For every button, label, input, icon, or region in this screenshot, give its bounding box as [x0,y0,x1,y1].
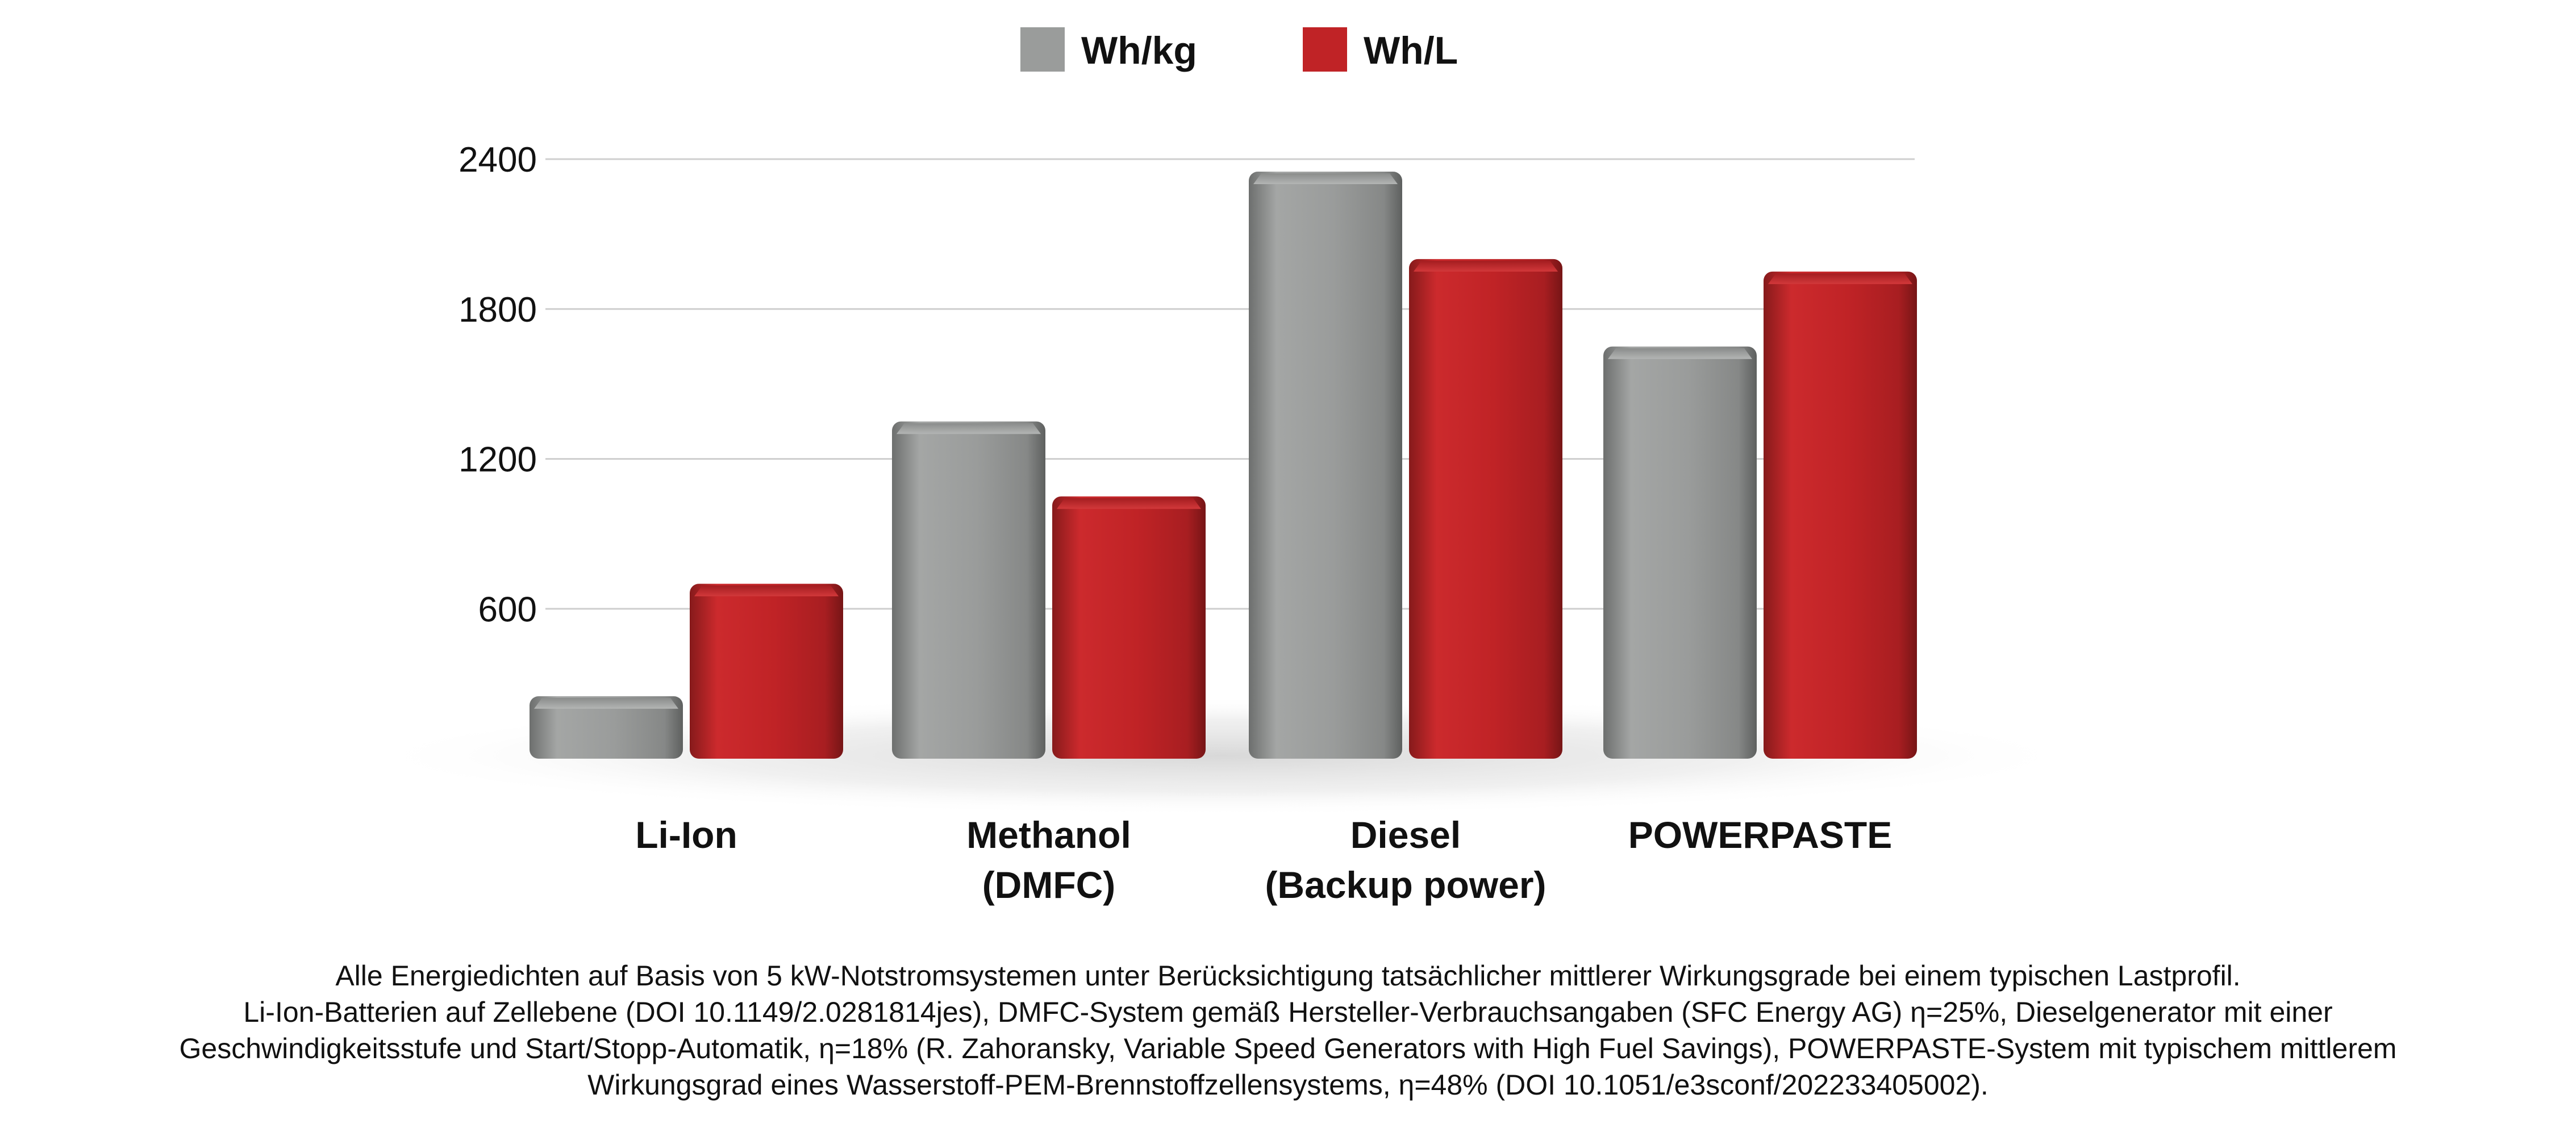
bar-top [534,698,678,709]
bar-body [892,421,1045,759]
y-tick-label: 1800 [458,290,537,330]
x-tick-label: Diesel (Backup power) [1265,814,1546,906]
legend-swatch-wh-l [1303,27,1347,72]
bar-body [690,584,843,759]
footnote-line: Alle Energiedichten auf Basis von 5 kW-N… [335,960,2241,992]
bar-wh-l [1764,271,1917,759]
footnote: Alle Energiedichten auf Basis von 5 kW-N… [0,958,2576,1103]
x-tick-label: Li-Ion [635,814,737,856]
bar-wh-l [690,584,843,759]
bar-body [1409,259,1562,759]
footnote-line: Geschwindigkeitsstufe und Start/Stopp-Au… [179,1033,2397,1064]
bar-top [1414,260,1558,272]
bars [530,171,1917,759]
y-tick-label: 1200 [458,440,537,480]
footnote-line: Wirkungsgrad eines Wasserstoff-PEM-Brenn… [587,1069,1989,1101]
bar-body [1249,171,1402,759]
x-axis-tick-labels: Li-Ion Methanol (DMFC) Diesel (Backup power)… [635,814,1892,906]
bar-wh-kg [1603,346,1757,759]
bar-wh-l [1052,496,1206,759]
legend-label-wh-kg: Wh/kg [1081,29,1197,72]
bar-wh-l [1409,259,1562,759]
footnote-line: Li-Ion-Batterien auf Zellebene (DOI 10.1… [243,996,2333,1028]
bar-top [1253,173,1398,184]
legend-item-wh-kg[interactable]: Wh/kg [1020,27,1197,72]
bar-top [1057,498,1201,509]
bar-body [1052,496,1206,759]
bar-wh-kg [892,421,1045,759]
y-axis-tick-labels: 600 1200 1800 2400 [458,140,537,629]
bar-body [1764,271,1917,759]
bar-body [530,696,683,759]
x-tick-label: Methanol (DMFC) [966,814,1131,906]
bar-wh-kg [530,696,683,759]
legend-label-wh-l: Wh/L [1364,29,1458,72]
legend-item-wh-l[interactable]: Wh/L [1303,27,1458,72]
bar-body [1603,346,1757,759]
bar-top [897,423,1041,434]
bar-wh-kg [1249,171,1402,759]
legend-swatch-wh-kg [1020,27,1065,72]
bar-top [1768,273,1912,284]
bar-top [1608,348,1752,359]
legend: Wh/kg Wh/L [1020,27,1458,72]
y-tick-label: 600 [478,590,537,629]
x-tick-label: POWERPASTE [1628,814,1892,856]
y-tick-label: 2400 [458,140,537,180]
bar-top [694,585,839,597]
